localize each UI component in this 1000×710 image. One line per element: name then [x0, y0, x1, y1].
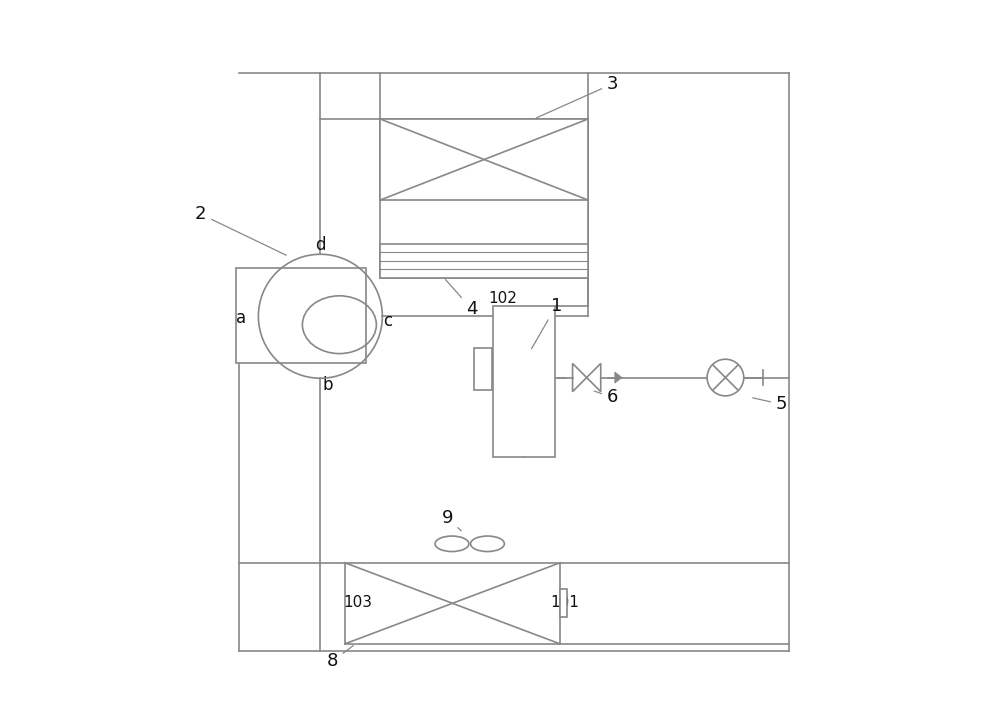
- Text: 102: 102: [488, 291, 517, 306]
- Text: b: b: [322, 376, 333, 393]
- Text: d: d: [315, 236, 326, 254]
- Bar: [345, 563, 560, 644]
- Text: 9: 9: [441, 510, 461, 530]
- Text: 2: 2: [195, 205, 286, 255]
- Bar: [380, 244, 588, 278]
- Polygon shape: [615, 372, 622, 383]
- Bar: [474, 348, 492, 390]
- Text: 4: 4: [445, 280, 478, 318]
- Ellipse shape: [471, 536, 504, 552]
- Text: 8: 8: [327, 645, 353, 670]
- Bar: [236, 268, 366, 364]
- Ellipse shape: [435, 536, 469, 552]
- Text: a: a: [236, 309, 247, 327]
- Text: 103: 103: [344, 596, 373, 611]
- Polygon shape: [587, 364, 601, 392]
- Text: 6: 6: [594, 388, 618, 406]
- Text: 5: 5: [753, 395, 788, 413]
- Bar: [380, 119, 588, 200]
- Circle shape: [707, 359, 744, 396]
- Polygon shape: [573, 364, 587, 392]
- Text: c: c: [383, 312, 392, 330]
- Bar: [380, 119, 588, 278]
- Bar: [493, 306, 555, 457]
- Text: 1: 1: [532, 297, 562, 349]
- Text: 3: 3: [536, 75, 618, 118]
- Text: 101: 101: [551, 596, 580, 611]
- Bar: [560, 589, 567, 618]
